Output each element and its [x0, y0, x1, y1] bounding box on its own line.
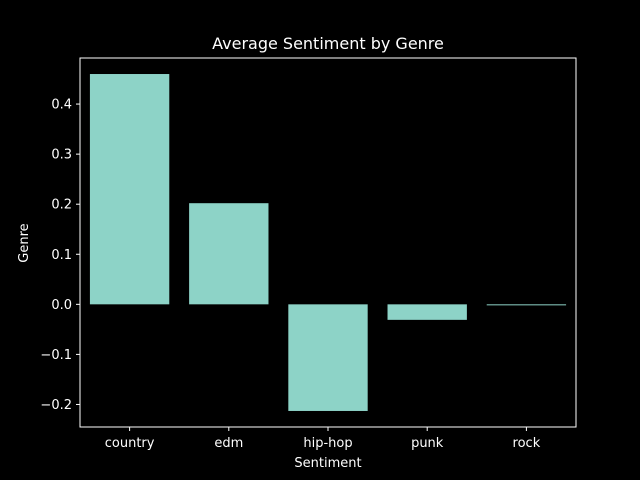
y-tick-label: 0.2 [51, 198, 72, 213]
y-tick-label: 0.3 [51, 148, 72, 163]
y-tick-label: −0.1 [40, 348, 72, 363]
y-axis-label: Genre [17, 223, 32, 262]
y-tick-label: 0.4 [51, 98, 72, 113]
x-axis-label: Sentiment [294, 456, 361, 471]
bar-punk [387, 304, 467, 320]
x-tick-label: rock [513, 436, 541, 451]
bar-rock [486, 304, 567, 306]
bar-edm [189, 203, 269, 305]
y-tick-label: 0.0 [51, 298, 72, 313]
bars-group [89, 74, 567, 411]
x-tick-label: hip-hop [303, 436, 352, 451]
x-tick-label: punk [411, 436, 444, 451]
bar-country [89, 74, 170, 305]
y-tick-label: −0.2 [40, 398, 72, 413]
bar-hip-hop [288, 304, 368, 411]
chart-title: Average Sentiment by Genre [212, 34, 444, 53]
y-tick-label: 0.1 [51, 248, 72, 263]
x-tick-label: country [105, 436, 155, 451]
x-tick-label: edm [214, 436, 243, 451]
x-ticks-group: country edm hip-hop punk rock [105, 427, 541, 451]
y-ticks-group: −0.2 −0.1 0.0 0.1 0.2 0.3 0.4 [40, 98, 80, 413]
